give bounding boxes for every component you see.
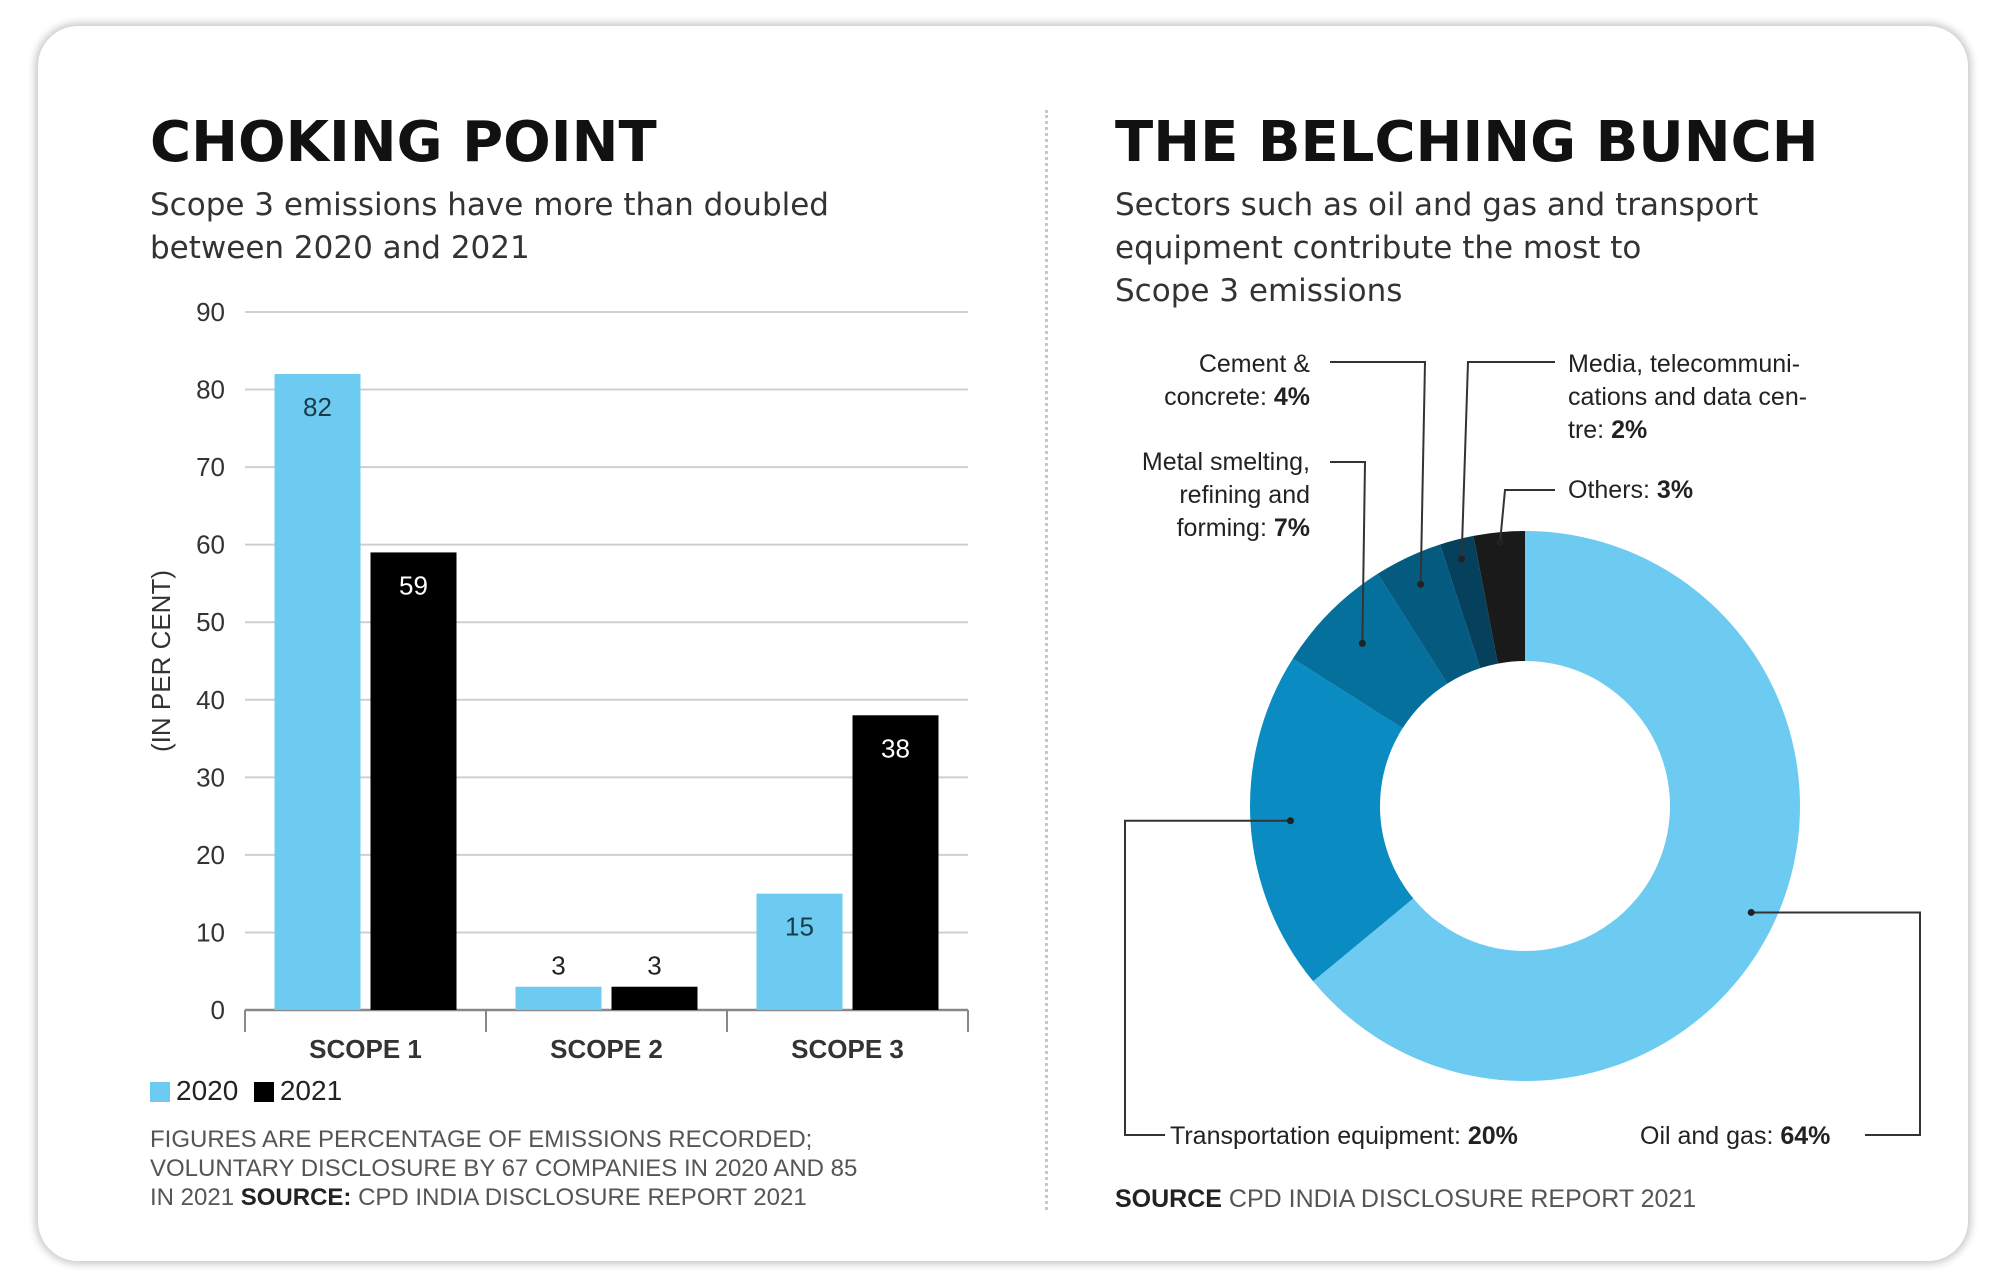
bar-legend: 2020 2021 <box>150 1075 342 1107</box>
left-source-text: CPD INDIA DISCLOSURE REPORT 2021 <box>351 1184 807 1211</box>
callout-oil-text-1: Oil and gas: <box>1640 1122 1780 1150</box>
callout-metal-percent: 7% <box>1274 514 1310 542</box>
leader-line-metal <box>1330 461 1367 644</box>
donut-slice-metal <box>1292 573 1448 729</box>
donut-slice-media <box>1440 535 1498 669</box>
leader-dot-cement <box>1417 580 1425 588</box>
y-tick-label-30: 30 <box>196 762 225 792</box>
callout-oil-line-1: Oil and gas: 64% <box>1640 1122 1830 1150</box>
left-subtitle-line-1: Scope 3 emissions have more than doubled <box>150 187 829 223</box>
callout-media-text-1: Media, telecommuni- <box>1568 350 1800 378</box>
callout-metal-text-1: Metal smelting, <box>1142 448 1310 476</box>
callout-cement-line-1: Cement & <box>1199 350 1310 378</box>
bar-2021-scope-3 <box>852 715 939 1010</box>
leader-line-others <box>1499 489 1555 543</box>
leader-line-media <box>1460 361 1555 560</box>
left-title: CHOKING POINT <box>150 110 657 175</box>
left-footnote-line-2: VOLUNTARY DISCLOSURE BY 67 COMPANIES IN … <box>150 1155 858 1182</box>
right-source-text: CPD INDIA DISCLOSURE REPORT 2021 <box>1221 1185 1697 1213</box>
y-tick-label-90: 90 <box>196 297 225 327</box>
callout-others-text-1: Others: <box>1568 476 1657 504</box>
right-subtitle: Sectors such as oil and gas and transpor… <box>1115 184 1758 313</box>
panel-divider <box>1045 110 1048 1210</box>
right-source: SOURCE CPD INDIA DISCLOSURE REPORT 2021 <box>1115 1185 1696 1214</box>
x-category-label-3: SCOPE 3 <box>791 1034 904 1064</box>
right-subtitle-line-3: Scope 3 emissions <box>1115 273 1403 309</box>
bar-2021-scope-1 <box>370 552 457 1010</box>
callout-media-line-1: Media, telecommuni- <box>1568 350 1800 378</box>
donut-slice-transport <box>1250 658 1414 982</box>
callout-cement-text-1: Cement & <box>1199 350 1310 378</box>
donut-slice-others <box>1473 531 1525 664</box>
callout-media-text-2: cations and data cen- <box>1568 383 1807 411</box>
leader-dot-media <box>1458 555 1466 563</box>
callout-others-line-1: Others: 3% <box>1568 476 1693 504</box>
legend-label-2020: 2020 <box>176 1075 239 1106</box>
left-footnote-line-3: IN 2021 SOURCE: CPD INDIA DISCLOSURE REP… <box>150 1183 857 1212</box>
bar-value-label-2021-1: 59 <box>399 570 428 600</box>
right-subtitle-line-1: Sectors such as oil and gas and transpor… <box>1115 187 1759 223</box>
left-footnote-prefix: IN 2021 <box>150 1184 241 1211</box>
bar-value-label-2021-3: 38 <box>881 733 910 763</box>
leader-dot-oil <box>1747 908 1755 916</box>
leader-line-cement <box>1330 361 1427 585</box>
left-subtitle: Scope 3 emissions have more than doubled… <box>150 184 829 270</box>
callout-media-percent: 2% <box>1611 416 1647 444</box>
callout-transport-line-1: Transportation equipment: 20% <box>1170 1122 1518 1150</box>
bar-value-label-2021-2: 3 <box>647 951 661 981</box>
callout-transport-percent: 20% <box>1468 1122 1518 1150</box>
y-axis-label: (IN PER CENT) <box>146 570 176 752</box>
y-tick-label-70: 70 <box>196 452 225 482</box>
y-tick-label-50: 50 <box>196 607 225 637</box>
leader-line-oil <box>1751 911 1921 1136</box>
leader-dot-transport <box>1286 817 1294 825</box>
callout-metal-text-2: refining and <box>1179 481 1310 509</box>
leader-dot-others <box>1496 538 1504 546</box>
callout-others-percent: 3% <box>1657 476 1693 504</box>
callout-metal-line-1: Metal smelting, <box>1142 448 1310 476</box>
x-category-label-1: SCOPE 1 <box>309 1034 422 1064</box>
bar-2020-scope-1 <box>274 374 361 1010</box>
callout-media-line-2: cations and data cen- <box>1568 383 1807 411</box>
callout-cement-text-2: concrete: <box>1164 383 1274 411</box>
bar-2021-scope-2 <box>611 986 698 1010</box>
y-tick-label-20: 20 <box>196 840 225 870</box>
callout-oil-percent: 64% <box>1780 1122 1830 1150</box>
callout-metal-text-3: forming: <box>1177 514 1274 542</box>
bar-value-label-2020-2: 3 <box>551 951 565 981</box>
legend-label-2021: 2021 <box>279 1075 343 1106</box>
left-subtitle-line-2: between 2020 and 2021 <box>150 230 530 266</box>
callout-metal-line-2: refining and <box>1179 481 1310 509</box>
bar-value-label-2020-3: 15 <box>785 912 814 942</box>
callout-transport-text-1: Transportation equipment: <box>1170 1122 1468 1150</box>
bar-chart: 0 10 20 30 40 50 60 70 80 90 (IN PER CENT) SCOPE 1 8… <box>146 297 969 1064</box>
callout-metal-line-3: forming: 7% <box>1177 514 1310 542</box>
y-tick-label-80: 80 <box>196 375 225 405</box>
leader-line-transport <box>1124 819 1291 1136</box>
callout-media-line-3: tre: 2% <box>1568 416 1647 444</box>
callout-media-text-3: tre: <box>1568 416 1611 444</box>
left-source-label: SOURCE: <box>240 1184 352 1211</box>
right-source-label: SOURCE <box>1115 1185 1222 1213</box>
bar-value-label-2020-1: 82 <box>303 392 332 422</box>
donut-slice-cement <box>1377 544 1481 684</box>
legend-swatch-2021 <box>253 1082 274 1102</box>
y-tick-label-0: 0 <box>211 995 225 1025</box>
bar-2020-scope-3 <box>756 893 843 1010</box>
legend-swatch-2020 <box>150 1082 170 1102</box>
y-tick-label-40: 40 <box>196 685 225 715</box>
right-title: THE BELCHING BUNCH <box>1115 110 1819 175</box>
leader-dot-metal <box>1358 639 1366 647</box>
right-subtitle-line-2: equipment contribute the most to <box>1115 230 1642 266</box>
left-footnote: FIGURES ARE PERCENTAGE OF EMISSIONS RECO… <box>150 1125 857 1212</box>
bar-2020-scope-2 <box>515 986 602 1010</box>
callout-cement-percent: 4% <box>1274 383 1310 411</box>
callout-cement-line-2: concrete: 4% <box>1164 383 1310 411</box>
y-tick-label-10: 10 <box>196 917 225 947</box>
y-tick-label-60: 60 <box>196 530 225 560</box>
left-footnote-line-1: FIGURES ARE PERCENTAGE OF EMISSIONS RECO… <box>150 1126 813 1153</box>
x-category-label-2: SCOPE 2 <box>550 1034 663 1064</box>
donut-slice-oil <box>1313 531 1801 1081</box>
